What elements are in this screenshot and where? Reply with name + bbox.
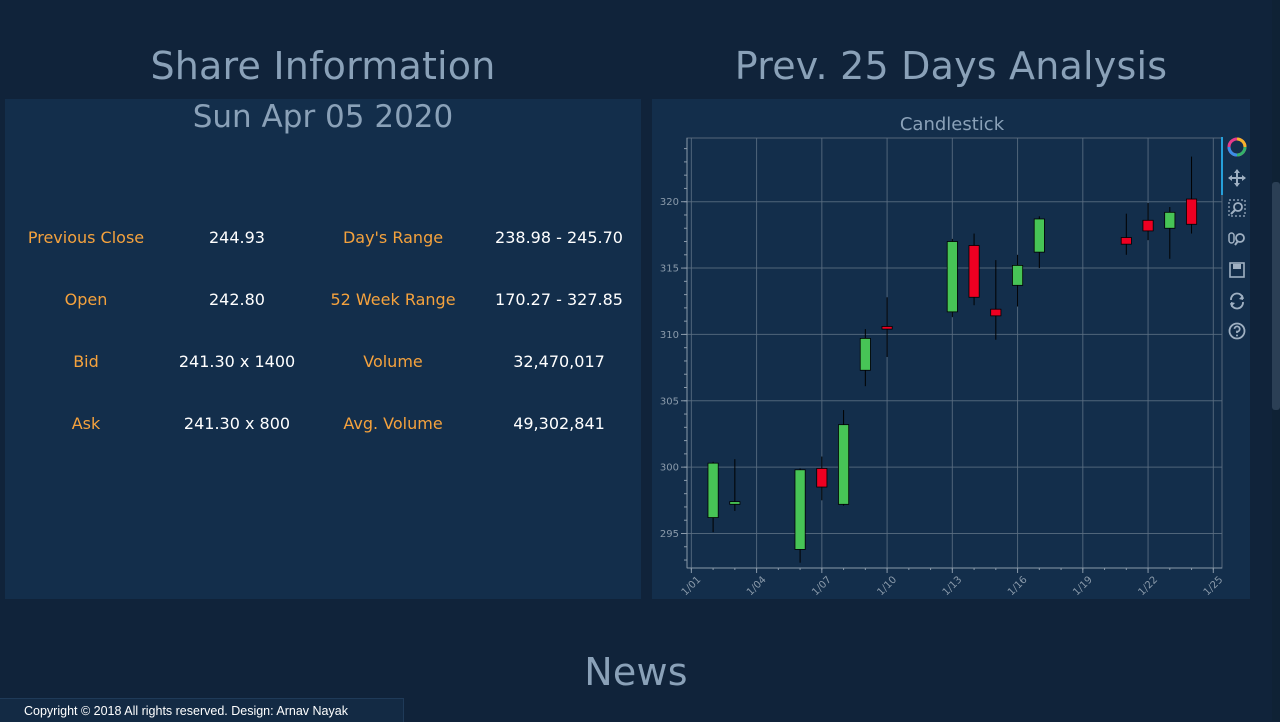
x-tick-label: 1/10 (875, 574, 899, 598)
ask-label: Ask (71, 414, 101, 433)
candle-up-body (1033, 218, 1045, 253)
open-value: 242.80 (209, 290, 265, 309)
info-row-previous-close: Previous Close 244.93 Day's Range 238.98… (5, 223, 641, 253)
help-icon[interactable] (1227, 321, 1247, 341)
candle-up-body (794, 469, 806, 550)
info-row-bid: Bid 241.30 x 1400 Volume 32,470,017 (5, 347, 641, 377)
chart-title: Candlestick (900, 114, 1005, 135)
share-information-title: Share Information (150, 44, 496, 88)
bokeh-logo-icon[interactable] (1227, 137, 1247, 157)
y-tick-label: 320 (660, 197, 679, 208)
info-row-open: Open 242.80 52 Week Range 170.27 - 327.8… (5, 285, 641, 315)
open-label: Open (64, 290, 108, 309)
candle-down-body (1142, 219, 1154, 232)
candle-up-body (707, 462, 719, 518)
box-zoom-icon[interactable] (1227, 198, 1247, 218)
candlestick-chart-panel[interactable]: Candlestick 1/01 1/04 1/07 1/10 1/13 1/16 1/19… (652, 99, 1250, 599)
candle-up-body (946, 241, 958, 313)
info-row-ask: Ask 241.30 x 800 Avg. Volume 49,302,841 (5, 409, 641, 439)
page-scrollbar-thumb[interactable] (1272, 182, 1280, 410)
pan-icon[interactable] (1227, 168, 1247, 188)
candle-up-body (859, 338, 871, 371)
share-information-panel: Sun Apr 05 2020 Previous Close 244.93 Da… (5, 99, 641, 599)
52-week-range-label: 52 Week Range (330, 290, 456, 309)
save-icon[interactable] (1227, 260, 1247, 280)
candle-down-body (1186, 198, 1198, 225)
analysis-title: Prev. 25 Days Analysis (734, 44, 1168, 88)
previous-close-label: Previous Close (27, 228, 145, 247)
candle-up-body (729, 501, 741, 505)
52-week-range-value: 170.27 - 327.85 (495, 290, 623, 309)
days-range-value: 238.98 - 245.70 (495, 228, 623, 247)
x-tick-label: 1/04 (745, 574, 769, 598)
candle-up-body (1164, 211, 1176, 229)
volume-label: Volume (363, 352, 423, 371)
share-date: Sun Apr 05 2020 (192, 99, 454, 135)
reset-icon[interactable] (1227, 291, 1247, 311)
footer-copyright: Copyright © 2018 All rights reserved. De… (24, 704, 348, 718)
y-tick-label: 305 (660, 396, 679, 407)
plot-frame (686, 137, 1223, 569)
candle-up-body (1012, 265, 1024, 286)
y-tick-label: 310 (660, 330, 679, 341)
avg-volume-value: 49,302,841 (513, 414, 605, 433)
days-range-label: Day's Range (342, 228, 444, 247)
news-title: News (584, 650, 688, 694)
wheel-zoom-icon[interactable] (1227, 229, 1247, 249)
candle-down-body (881, 326, 893, 330)
volume-value: 32,470,017 (513, 352, 605, 371)
x-tick-label: 1/07 (810, 574, 834, 598)
avg-volume-label: Avg. Volume (343, 414, 443, 433)
y-tick-label: 295 (660, 529, 679, 540)
x-tick-label: 1/16 (1006, 574, 1030, 598)
bid-value: 241.30 x 1400 (178, 352, 296, 371)
x-tick-label: 1/19 (1071, 574, 1095, 598)
y-tick-label: 300 (660, 463, 679, 474)
candle-down-body (1120, 237, 1132, 245)
footer: Copyright © 2018 All rights reserved. De… (0, 698, 404, 722)
x-tick-label: 1/22 (1136, 574, 1160, 598)
candle-down-body (968, 245, 980, 298)
y-tick-label: 315 (660, 264, 679, 275)
candle-down-body (990, 308, 1002, 317)
ask-value: 241.30 x 800 (183, 414, 291, 433)
candle-down-body (816, 468, 828, 488)
candlestick-chart[interactable]: Candlestick 1/01 1/04 1/07 1/10 1/13 1/16 1/19… (652, 99, 1250, 599)
x-tick-label: 1/25 (1202, 574, 1226, 598)
toolbar-active-indicator (1221, 137, 1223, 195)
bid-label: Bid (73, 352, 99, 371)
x-tick-label: 1/01 (680, 574, 704, 598)
candle-up-body (838, 424, 850, 505)
previous-close-value: 244.93 (209, 228, 265, 247)
x-tick-label: 1/13 (941, 574, 965, 598)
